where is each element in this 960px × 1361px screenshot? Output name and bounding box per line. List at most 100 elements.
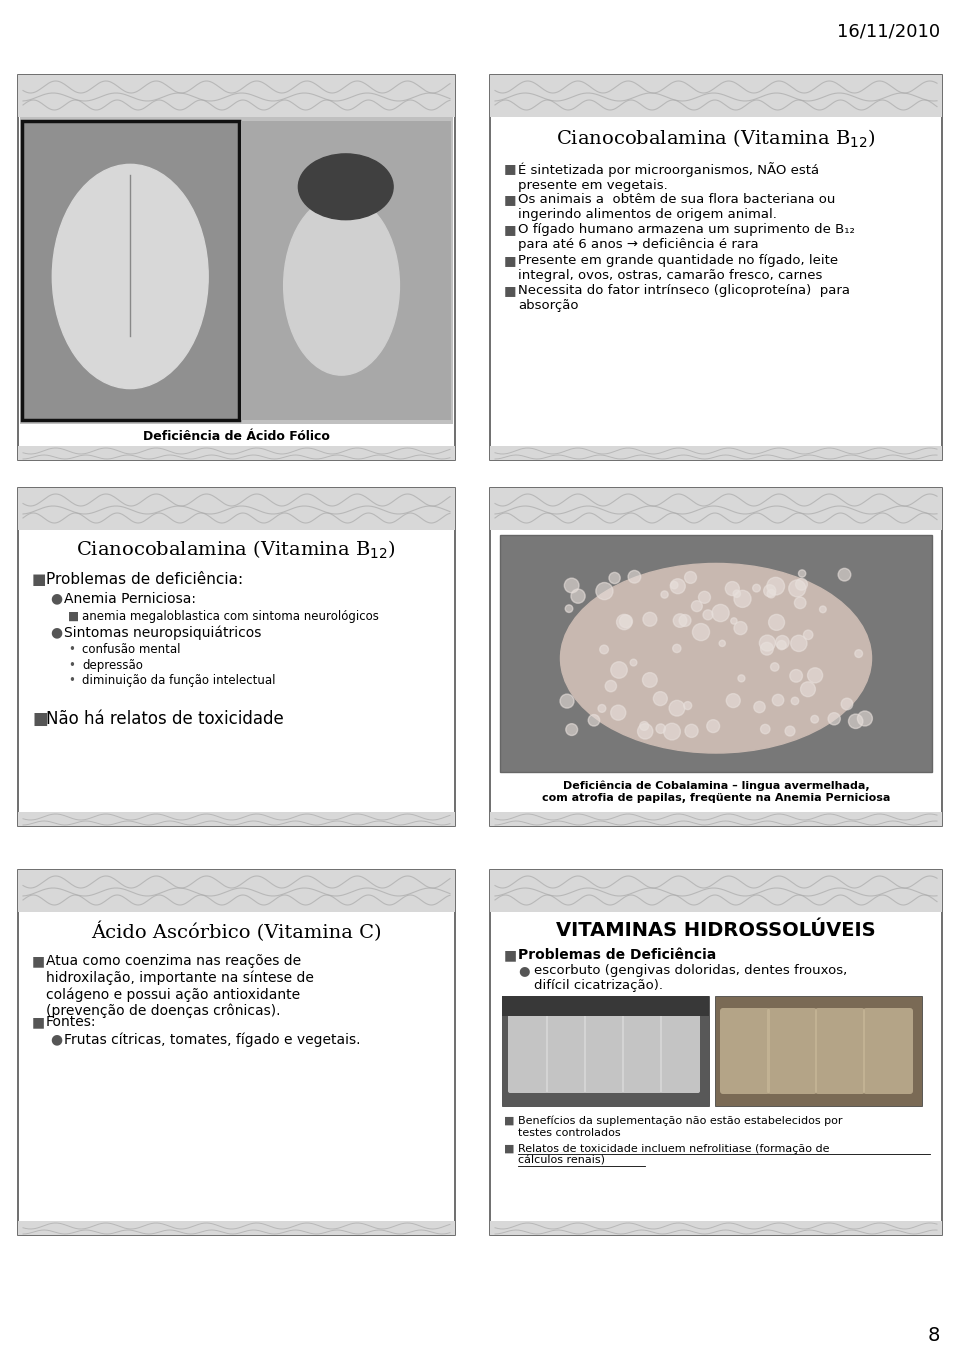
Circle shape — [611, 705, 626, 720]
Text: Não há relatos de toxicidade: Não há relatos de toxicidade — [46, 710, 284, 728]
FancyBboxPatch shape — [18, 870, 455, 1234]
FancyBboxPatch shape — [490, 489, 942, 529]
Circle shape — [679, 615, 691, 626]
Circle shape — [605, 680, 616, 691]
Circle shape — [738, 675, 745, 682]
Text: escorbuto (gengivas doloridas, dentes frouxos,
difícil cicatrização).: escorbuto (gengivas doloridas, dentes fr… — [534, 964, 848, 992]
FancyBboxPatch shape — [490, 870, 942, 1234]
FancyBboxPatch shape — [18, 489, 455, 826]
Circle shape — [684, 572, 697, 584]
Text: Problemas de deficiência:: Problemas de deficiência: — [46, 572, 243, 587]
Text: ■: ■ — [32, 710, 48, 728]
Circle shape — [611, 661, 627, 678]
Circle shape — [669, 701, 684, 716]
Circle shape — [769, 614, 784, 630]
Circle shape — [726, 581, 739, 596]
Text: ■: ■ — [504, 284, 516, 297]
FancyBboxPatch shape — [863, 1009, 913, 1094]
Text: ■: ■ — [504, 162, 516, 176]
Circle shape — [854, 649, 862, 657]
FancyBboxPatch shape — [22, 121, 238, 421]
Text: ■: ■ — [32, 572, 46, 587]
Circle shape — [776, 636, 789, 649]
Circle shape — [731, 618, 737, 625]
Circle shape — [654, 691, 667, 705]
Circle shape — [807, 668, 823, 683]
Circle shape — [560, 694, 574, 708]
Text: ■: ■ — [504, 1116, 515, 1126]
Circle shape — [616, 614, 632, 630]
Text: Atua como coenzima nas reações de
hidroxilação, importante na síntese de
colágen: Atua como coenzima nas reações de hidrox… — [46, 954, 314, 1018]
Text: depressão: depressão — [82, 659, 143, 672]
Text: ●: ● — [518, 964, 530, 977]
Circle shape — [804, 630, 813, 640]
Text: Presente em grande quantidade no fígado, leite
integral, ovos, ostras, camarão f: Presente em grande quantidade no fígado,… — [518, 253, 838, 282]
Circle shape — [811, 716, 819, 723]
Circle shape — [656, 724, 665, 734]
FancyBboxPatch shape — [660, 1014, 700, 1093]
FancyBboxPatch shape — [18, 75, 455, 117]
Circle shape — [841, 698, 852, 710]
Circle shape — [637, 724, 653, 739]
Circle shape — [673, 614, 686, 627]
Circle shape — [588, 715, 600, 725]
Circle shape — [692, 623, 709, 641]
FancyBboxPatch shape — [815, 1009, 865, 1094]
Text: 16/11/2010: 16/11/2010 — [837, 22, 940, 39]
Circle shape — [719, 640, 726, 646]
Ellipse shape — [52, 165, 208, 389]
Circle shape — [565, 604, 573, 612]
Text: É sintetizada por microorganismos, NÃO está
presente em vegetais.: É sintetizada por microorganismos, NÃO e… — [518, 162, 819, 192]
FancyBboxPatch shape — [622, 1014, 662, 1093]
Circle shape — [760, 642, 774, 655]
Text: ●: ● — [50, 592, 62, 606]
Text: •: • — [68, 659, 75, 672]
Text: Deficiência de Cobalamina – lingua avermelhada,: Deficiência de Cobalamina – lingua averm… — [563, 780, 870, 791]
Circle shape — [685, 724, 698, 738]
FancyBboxPatch shape — [18, 870, 455, 912]
Circle shape — [670, 578, 685, 593]
Text: ■: ■ — [32, 954, 45, 968]
Text: ■: ■ — [504, 192, 516, 206]
Circle shape — [707, 720, 720, 732]
Circle shape — [619, 615, 633, 627]
Circle shape — [609, 573, 620, 584]
FancyBboxPatch shape — [490, 75, 942, 460]
Circle shape — [791, 636, 807, 652]
Circle shape — [772, 694, 783, 706]
Circle shape — [727, 694, 740, 708]
Circle shape — [628, 570, 640, 583]
FancyBboxPatch shape — [502, 996, 709, 1106]
Circle shape — [564, 578, 579, 593]
Circle shape — [571, 589, 586, 603]
Text: anemia megaloblastica com sintoma neurológicos: anemia megaloblastica com sintoma neurol… — [82, 610, 379, 622]
Text: Cianocobalamina (Vitamina B$_{12}$): Cianocobalamina (Vitamina B$_{12}$) — [76, 539, 396, 561]
FancyBboxPatch shape — [767, 1009, 817, 1094]
Circle shape — [734, 591, 751, 607]
Text: confusão mental: confusão mental — [82, 644, 180, 656]
Circle shape — [857, 710, 873, 725]
Circle shape — [790, 670, 803, 682]
Text: ■: ■ — [504, 1145, 515, 1154]
FancyBboxPatch shape — [715, 996, 922, 1106]
Circle shape — [703, 610, 713, 619]
FancyBboxPatch shape — [490, 1221, 942, 1234]
Circle shape — [796, 578, 807, 591]
FancyBboxPatch shape — [490, 446, 942, 460]
Circle shape — [799, 570, 805, 577]
Text: 8: 8 — [927, 1326, 940, 1345]
Circle shape — [791, 697, 799, 705]
Text: Ácido Ascórbico (Vitamina C): Ácido Ascórbico (Vitamina C) — [91, 921, 381, 942]
FancyBboxPatch shape — [502, 996, 709, 1017]
Circle shape — [828, 713, 840, 725]
FancyBboxPatch shape — [546, 1014, 586, 1093]
Text: Deficiência de Ácido Fólico: Deficiência de Ácido Fólico — [143, 430, 330, 442]
Circle shape — [760, 724, 770, 734]
Text: diminuição da função intelectual: diminuição da função intelectual — [82, 675, 276, 687]
FancyBboxPatch shape — [584, 1014, 624, 1093]
Ellipse shape — [299, 154, 393, 219]
Circle shape — [754, 701, 765, 713]
Circle shape — [565, 724, 578, 735]
FancyBboxPatch shape — [18, 446, 455, 460]
FancyBboxPatch shape — [241, 121, 451, 421]
